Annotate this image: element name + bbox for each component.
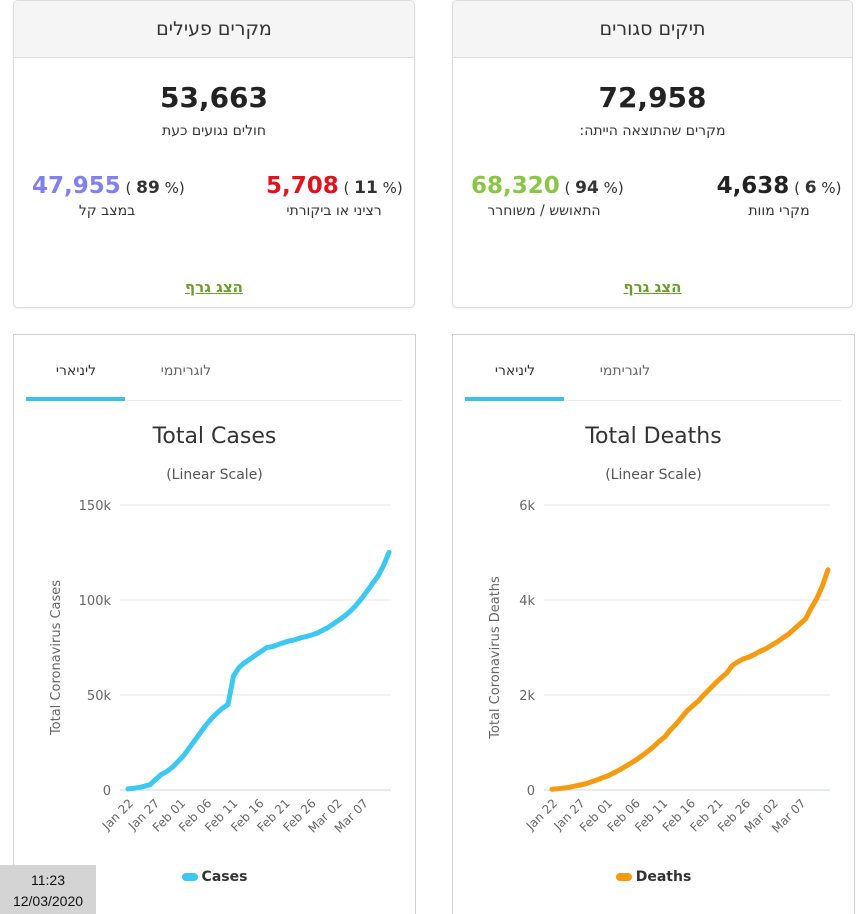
tab-logarithmic[interactable]: לוגריתמי xyxy=(599,363,651,379)
cases-chart-card: ליניארי לוגריתמי Total Cases (Linear Sca… xyxy=(13,334,416,914)
active-cases-card: מקרים פעילים 53,663 חולים נגועים כעת 47,… xyxy=(13,0,415,308)
y-tick-label: 50k xyxy=(87,689,112,704)
active-tab-indicator xyxy=(465,397,564,401)
legend-swatch-cases xyxy=(181,873,198,881)
y-tick-label: 0 xyxy=(103,784,111,799)
serious-value: 5,708 xyxy=(266,173,339,199)
deaths-stat: 4,638 ( 6 %) מקרי מוות xyxy=(716,173,842,219)
tab-logarithmic[interactable]: לוגריתמי xyxy=(160,363,212,379)
clock-time: 11:23 xyxy=(31,872,65,888)
closed-cases-caption: מקרים שהתוצאה הייתה: xyxy=(579,123,726,139)
legend-label: Cases xyxy=(201,869,248,885)
chart-legend[interactable]: Deaths xyxy=(453,869,854,885)
chart-legend[interactable]: Cases xyxy=(14,869,415,885)
y-tick-label: 2k xyxy=(519,689,535,704)
y-tick-label: 4k xyxy=(519,594,535,609)
series-line-deaths xyxy=(549,567,831,792)
series-line-cases xyxy=(125,550,392,792)
y-tick-label: 150k xyxy=(79,499,112,514)
active-tab-indicator xyxy=(26,397,125,401)
mild-value: 47,955 xyxy=(32,173,121,199)
show-graph-link[interactable]: הצג גרף xyxy=(623,278,682,296)
y-axis-label: Total Coronavirus Deaths xyxy=(488,576,503,740)
active-cases-header: מקרים פעילים xyxy=(14,1,414,58)
x-tick-label: Jan 22 xyxy=(523,796,560,833)
deaths-value: 4,638 xyxy=(716,173,790,199)
recovered-stat: 68,320 ( 94 %) התאושש / משוחרר xyxy=(471,173,624,219)
tab-linear[interactable]: ליניארי xyxy=(494,363,536,379)
deaths-label: מקרי מוות xyxy=(748,203,810,219)
y-tick-label: 0 xyxy=(527,784,535,799)
mild-label: במצב קל xyxy=(78,203,136,219)
chart-subtitle: (Linear Scale) xyxy=(166,467,263,483)
recovered-percent: 94 xyxy=(575,178,599,198)
serious-condition-stat: 5,708 ( 11 %) רציני או ביקורתי xyxy=(266,173,403,219)
y-tick-label: 100k xyxy=(79,594,112,609)
legend-label: Deaths xyxy=(635,869,692,885)
mild-condition-stat: 47,955 ( 89 %) במצב קל xyxy=(32,173,185,219)
chart-title: Total Cases xyxy=(152,424,277,449)
chart-subtitle: (Linear Scale) xyxy=(605,467,702,483)
serious-percent: 11 xyxy=(354,178,378,198)
clock-date: 12/03/2020 xyxy=(12,893,84,909)
active-cases-caption: חולים נגועים כעת xyxy=(162,123,266,139)
chart-title: Total Deaths xyxy=(585,424,722,449)
active-cases-total: 53,663 xyxy=(159,81,269,114)
deaths-percent: 6 xyxy=(804,178,817,198)
serious-label: רציני או ביקורתי xyxy=(286,203,382,219)
closed-cases-header: תיקים סגורים xyxy=(453,1,852,58)
y-tick-label: 6k xyxy=(519,499,535,514)
show-graph-link[interactable]: הצג גרף xyxy=(185,278,243,296)
tab-linear[interactable]: ליניארי xyxy=(55,363,97,379)
scale-tabs: ליניארי לוגריתמי xyxy=(26,335,402,401)
scale-tabs: ליניארי לוגריתמי xyxy=(465,335,841,401)
closed-cases-card: תיקים סגורים 72,958 מקרים שהתוצאה הייתה:… xyxy=(452,0,853,308)
deaths-chart-card: ליניארי לוגריתמי Total Deaths (Linear Sc… xyxy=(452,334,855,914)
system-clock[interactable]: 11:23 12/03/2020 xyxy=(0,865,96,914)
mild-percent: 89 xyxy=(136,178,160,198)
recovered-label: התאושש / משוחרר xyxy=(487,203,601,219)
closed-cases-total: 72,958 xyxy=(598,81,707,114)
y-axis-label: Total Coronavirus Cases xyxy=(49,580,64,736)
legend-swatch-deaths xyxy=(615,873,632,881)
recovered-value: 68,320 xyxy=(471,173,560,199)
